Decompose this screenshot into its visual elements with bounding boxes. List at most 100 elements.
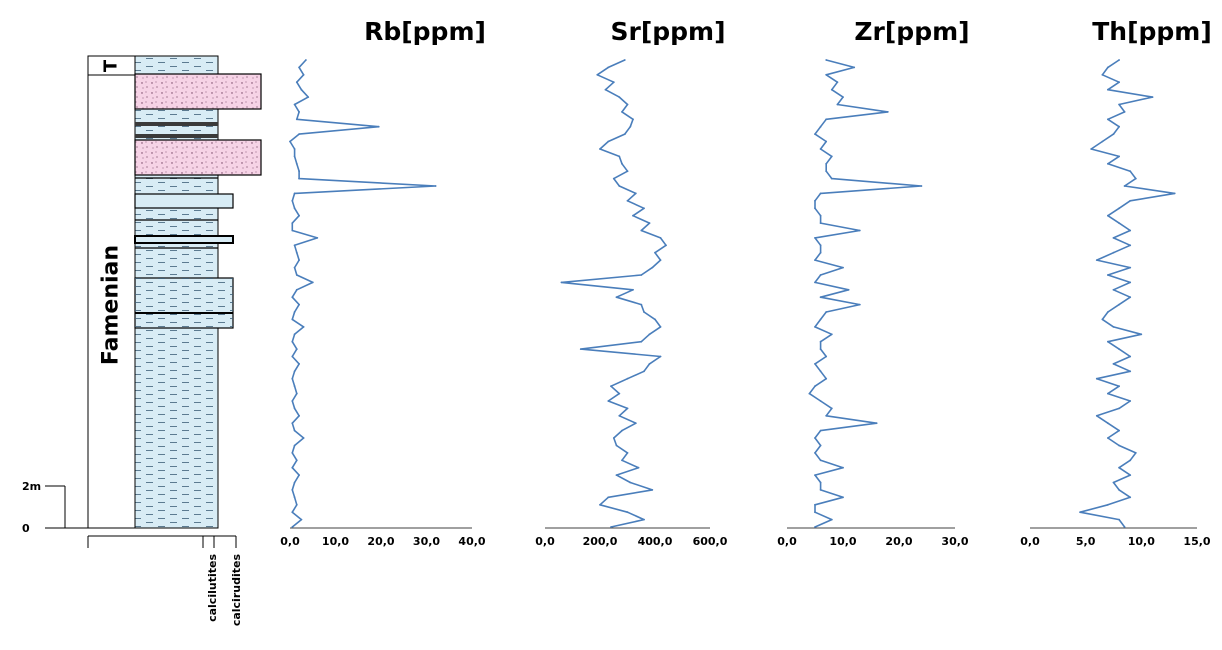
data-point (295, 251, 298, 254)
data-point (295, 81, 298, 84)
data-point (814, 363, 816, 365)
x-tick-label: 20,0 (885, 535, 912, 548)
data-point (819, 481, 822, 484)
data-point (612, 177, 615, 180)
data-point (607, 496, 610, 499)
data-point (819, 489, 822, 491)
data-point (623, 133, 626, 136)
data-point (825, 414, 828, 417)
data-point (293, 385, 296, 388)
data-point (621, 429, 623, 432)
data-point (298, 363, 300, 365)
chart-title: Rb[ppm] (364, 17, 486, 46)
x-tick-label: 0,0 (777, 535, 797, 548)
data-point (819, 251, 822, 254)
data-point (1101, 73, 1104, 76)
scale-zero-label: 0 (22, 522, 30, 535)
profile-panel: Sr[ppm] 0,0 200,0 400,0 600,0 (535, 17, 727, 548)
data-point (640, 229, 643, 232)
data-point (618, 392, 621, 395)
x-tick-label: 200,0 (583, 535, 618, 548)
data-point (819, 340, 822, 343)
data-point (643, 370, 645, 373)
data-point (1129, 355, 1132, 358)
data-point (1118, 222, 1120, 225)
data-point (814, 511, 816, 514)
data-point (626, 199, 629, 202)
data-point (293, 496, 296, 499)
data-point (298, 66, 300, 69)
data-point (1107, 88, 1109, 91)
data-point (293, 244, 296, 247)
data-point (293, 192, 296, 195)
profile-panel: Zr[ppm] 0,0 10,0 20,0 30,0 (777, 17, 969, 548)
data-point (920, 185, 923, 187)
data-point (604, 88, 607, 91)
data-point (623, 59, 626, 61)
data-point (291, 222, 294, 225)
data-point (819, 214, 822, 217)
data-point (659, 237, 662, 239)
data-point (1112, 288, 1115, 291)
data-point (295, 118, 298, 121)
data-point (648, 363, 651, 365)
data-point (814, 281, 816, 284)
data-point (1112, 481, 1115, 484)
data-point (819, 244, 822, 247)
data-point (298, 414, 300, 417)
data-point (819, 370, 822, 373)
data-point (634, 192, 637, 195)
data-point (618, 96, 621, 98)
data-point (814, 199, 816, 202)
data-point (886, 111, 889, 113)
data-point (293, 311, 296, 313)
data-point (648, 333, 651, 336)
calcilutites-label: calcilutites (206, 554, 219, 622)
data-point (1118, 207, 1120, 210)
sandstone-pattern (135, 74, 261, 109)
data-point (307, 96, 310, 98)
data-point (293, 444, 296, 447)
x-tick-label: 5,0 (1076, 535, 1096, 548)
data-point (1129, 370, 1132, 373)
data-point (819, 348, 822, 350)
data-point (654, 251, 656, 254)
data-point (311, 281, 314, 284)
data-point (643, 518, 645, 521)
data-point (1095, 377, 1098, 380)
data-point (1118, 155, 1120, 158)
data-point (836, 81, 839, 84)
data-point (825, 377, 828, 380)
x-tick-label: 10,0 (829, 535, 856, 548)
data-point (825, 170, 828, 173)
data-point (599, 148, 601, 150)
data-point (814, 385, 816, 388)
data-point (291, 400, 294, 402)
series-line (808, 59, 923, 528)
data-point (302, 437, 305, 439)
data-point (1112, 363, 1115, 365)
data-point (1129, 474, 1132, 476)
data-point (1107, 392, 1109, 395)
data-point (621, 162, 623, 165)
data-point (596, 73, 599, 76)
data-point (626, 170, 629, 173)
x-tick-label: 0,0 (535, 535, 555, 548)
data-point (1129, 266, 1132, 269)
data-point (640, 274, 643, 276)
geochemical-profiles: Rb[ppm] 0,0 10,0 20,0 30,0 40,0 Sr[ppm] 0,0 200,… (280, 17, 1212, 548)
data-point (830, 518, 833, 521)
stage-label: Famenian (99, 245, 124, 365)
data-point (814, 326, 816, 328)
scale-label: 2m (22, 480, 41, 493)
data-point (302, 73, 305, 76)
data-point (298, 259, 300, 261)
chart-title: Th[ppm] (1092, 17, 1212, 46)
data-point (830, 333, 833, 336)
data-point (1123, 111, 1126, 113)
data-point (825, 355, 828, 358)
data-point (830, 155, 833, 158)
data-point (1118, 81, 1120, 84)
data-point (1090, 148, 1093, 150)
data-point (830, 88, 833, 91)
